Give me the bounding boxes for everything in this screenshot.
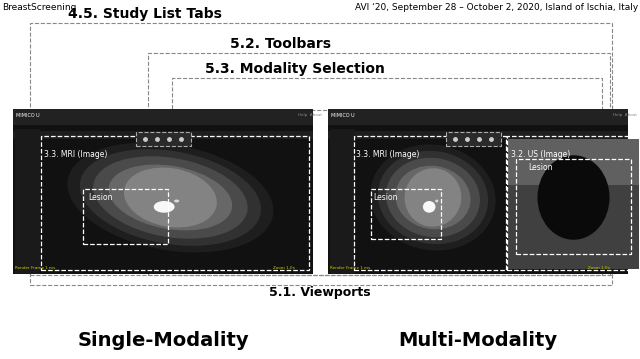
Bar [30,23,612,275]
Bar [328,109,628,274]
Bar [172,78,602,275]
Text: 3.3. MRI (Image): 3.3. MRI (Image) [356,150,419,159]
Ellipse shape [386,158,480,237]
Text: Lesion: Lesion [373,193,397,202]
Bar [136,132,191,146]
Bar [13,131,313,139]
Text: AVI ‘20, September 28 – October 2, 2020, Island of Ischia, Italy: AVI ‘20, September 28 – October 2, 2020,… [355,3,638,12]
Bar [15,129,40,274]
Ellipse shape [538,155,609,240]
Ellipse shape [423,201,435,213]
Bar [516,159,631,254]
Text: 3.3. MRI (Image): 3.3. MRI (Image) [44,150,108,159]
Bar [508,139,639,185]
Bar [330,129,355,274]
Text: 5.1. Viewports: 5.1. Viewports [269,286,371,299]
Text: 3.2. US (Image): 3.2. US (Image) [511,150,570,159]
Ellipse shape [109,164,232,230]
Text: 5.2. Toolbars: 5.2. Toolbars [230,37,331,51]
Text: MIMICO U: MIMICO U [331,113,355,118]
Bar [148,53,610,275]
Ellipse shape [404,168,461,227]
Ellipse shape [435,200,438,202]
Text: 5.3. Modality Selection: 5.3. Modality Selection [205,62,385,76]
Bar [328,109,628,125]
Bar [507,136,640,270]
Ellipse shape [93,156,248,239]
Text: Zoom 1.0x: Zoom 1.0x [273,266,295,270]
Ellipse shape [80,149,261,246]
Text: MIMICO U: MIMICO U [16,113,40,118]
Bar [13,109,313,125]
Text: Single-Modality: Single-Modality [77,331,249,350]
Bar [13,109,313,274]
Ellipse shape [124,168,217,228]
Text: Multi-Modality: Multi-Modality [399,331,557,350]
Ellipse shape [154,201,175,213]
Text: Lesion: Lesion [528,163,552,172]
Text: Help  About: Help About [298,113,322,117]
Ellipse shape [378,151,488,244]
Text: 4.5. Study List Tabs: 4.5. Study List Tabs [68,7,222,21]
Text: Render Frame 1 ms: Render Frame 1 ms [15,266,55,270]
Ellipse shape [174,200,179,202]
Ellipse shape [67,143,273,252]
Ellipse shape [396,166,470,229]
Bar [446,132,501,146]
Bar [83,189,168,244]
Bar [508,139,639,269]
Bar [354,136,506,270]
Ellipse shape [371,145,495,251]
Text: Zoom 1.0x: Zoom 1.0x [588,266,610,270]
Bar [328,131,628,139]
Text: Render Frame 1 ms: Render Frame 1 ms [330,266,371,270]
Text: BreastScreening: BreastScreening [2,3,76,12]
Text: Lesion: Lesion [88,193,113,202]
Text: Help  About: Help About [613,113,637,117]
Bar [41,136,309,270]
Bar [30,110,612,285]
Bar [371,189,441,239]
